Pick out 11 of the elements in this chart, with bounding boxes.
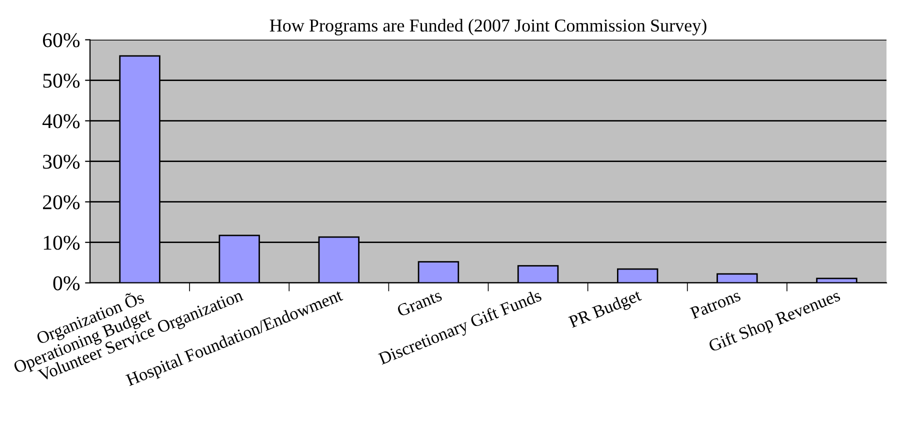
x-tick-label: Grants bbox=[396, 289, 442, 317]
y-tick-label: 30% bbox=[43, 154, 80, 169]
y-tick-label: 0% bbox=[53, 276, 80, 290]
x-tick-label: Patrons bbox=[690, 289, 742, 320]
y-tick-label: 60% bbox=[42, 33, 80, 48]
x-tick-label: PR Budget bbox=[568, 288, 644, 332]
y-tick-label: 10% bbox=[44, 236, 80, 250]
y-tick-label: 40% bbox=[42, 114, 80, 128]
y-tick-label: 50% bbox=[43, 74, 80, 88]
chart-title: How Programs are Funded (2007 Joint Commission Survey) bbox=[270, 18, 706, 36]
y-tick-label: 20% bbox=[43, 195, 80, 210]
